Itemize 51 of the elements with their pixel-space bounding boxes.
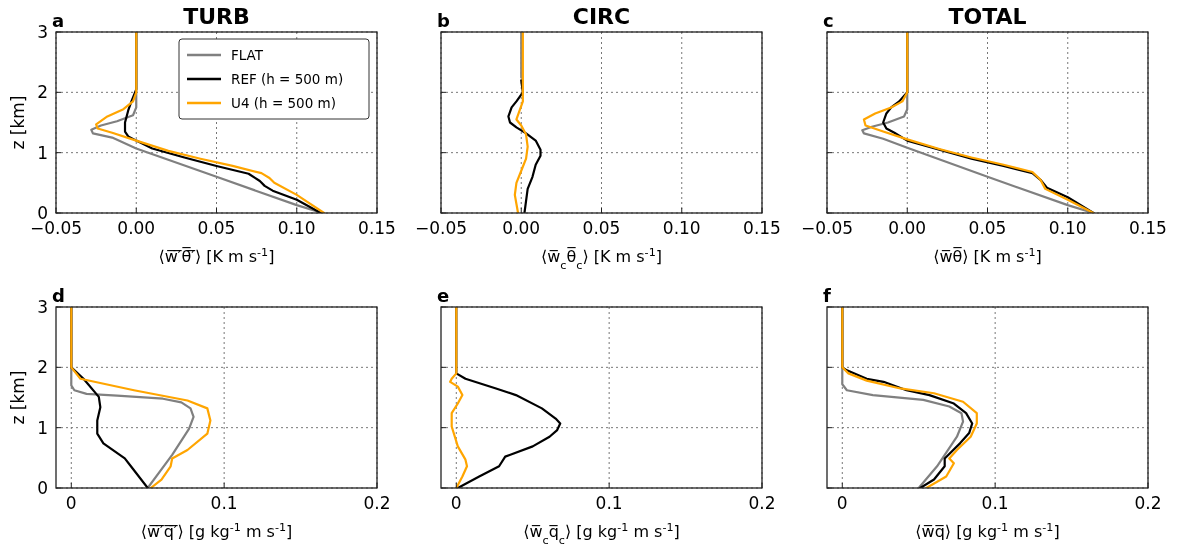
x-axis-title: ⟨w̅$_{c}$θ̅$_{c}$⟩ [K m s$^{-1}$] bbox=[541, 245, 662, 272]
x-tick-label: 0.10 bbox=[1048, 218, 1087, 238]
x-tick-label: 0.2 bbox=[363, 493, 391, 513]
x-tick-label: 0.10 bbox=[277, 218, 316, 238]
y-axis-title: z [km] bbox=[8, 95, 28, 150]
x-tick-label: 0.15 bbox=[358, 218, 396, 238]
legend-label: REF (h = 500 m) bbox=[231, 71, 344, 87]
x-tick-label: 0 bbox=[65, 493, 77, 513]
chart-title: TURB bbox=[183, 4, 250, 29]
y-tick-label: 0 bbox=[37, 478, 48, 498]
y-tick-label: 2 bbox=[37, 357, 48, 378]
x-axis-title: ⟨w̅q̅⟩ [g kg$^{-1}$ m s$^{-1}$] bbox=[915, 520, 1060, 541]
x-axis-title: ⟨w̅′̅q̅′̅⟩ [g kg$^{-1}$ m s$^{-1}$] bbox=[140, 520, 293, 541]
x-axis-title: ⟨w̅θ̅⟩ [K m s$^{-1}$] bbox=[933, 245, 1042, 266]
x-tick-label: 0.00 bbox=[888, 218, 927, 238]
chart-title: CIRC bbox=[572, 4, 631, 29]
y-tick-label: 1 bbox=[37, 417, 48, 438]
text: e bbox=[437, 285, 450, 306]
text: c bbox=[823, 10, 834, 31]
y-tick-label: 3 bbox=[37, 22, 48, 42]
x-tick-label: 0 bbox=[836, 493, 848, 513]
x-tick-label: 0.05 bbox=[582, 218, 621, 238]
y-tick-label: 3 bbox=[37, 297, 48, 317]
x-tick-label: 0.1 bbox=[210, 493, 238, 513]
x-tick-label: 0.15 bbox=[743, 218, 781, 238]
text: a bbox=[52, 10, 65, 31]
legend-label: U4 (h = 500 m) bbox=[231, 95, 336, 111]
x-tick-label: 0.1 bbox=[595, 493, 623, 513]
y-tick-label: 1 bbox=[37, 142, 48, 163]
legend-label: FLAT bbox=[231, 47, 264, 63]
x-tick-label: 0.00 bbox=[117, 218, 156, 238]
text: f bbox=[823, 285, 831, 306]
x-tick-label: 0.2 bbox=[1134, 493, 1162, 513]
x-tick-label: 0.00 bbox=[502, 218, 541, 238]
x-tick-label: 0.05 bbox=[197, 218, 236, 238]
text: b bbox=[437, 10, 450, 31]
y-axis-title: z [km] bbox=[8, 370, 28, 425]
x-axis-title: ⟨w̅′̅θ̅′̅⟩ [K m s$^{-1}$] bbox=[158, 245, 275, 266]
x-tick-label: 0.10 bbox=[662, 218, 701, 238]
x-tick-label: 0.2 bbox=[748, 493, 776, 513]
x-tick-label: 0.15 bbox=[1129, 218, 1167, 238]
chart-title: TOTAL bbox=[948, 4, 1027, 29]
x-tick-label: 0 bbox=[450, 493, 462, 513]
x-tick-label: 0.05 bbox=[968, 218, 1007, 238]
text: d bbox=[52, 285, 65, 306]
text: ⟨w̅$_{c}$q̅$_{c}$⟩ [g kg$^{-1}$ m s$^{-1}$] bbox=[523, 520, 680, 547]
x-tick-label: −0.05 bbox=[414, 218, 468, 238]
x-tick-label: 0.1 bbox=[981, 493, 1009, 513]
x-tick-label: −0.05 bbox=[29, 218, 83, 238]
y-tick-label: 2 bbox=[37, 82, 48, 103]
x-tick-label: −0.05 bbox=[800, 218, 854, 238]
